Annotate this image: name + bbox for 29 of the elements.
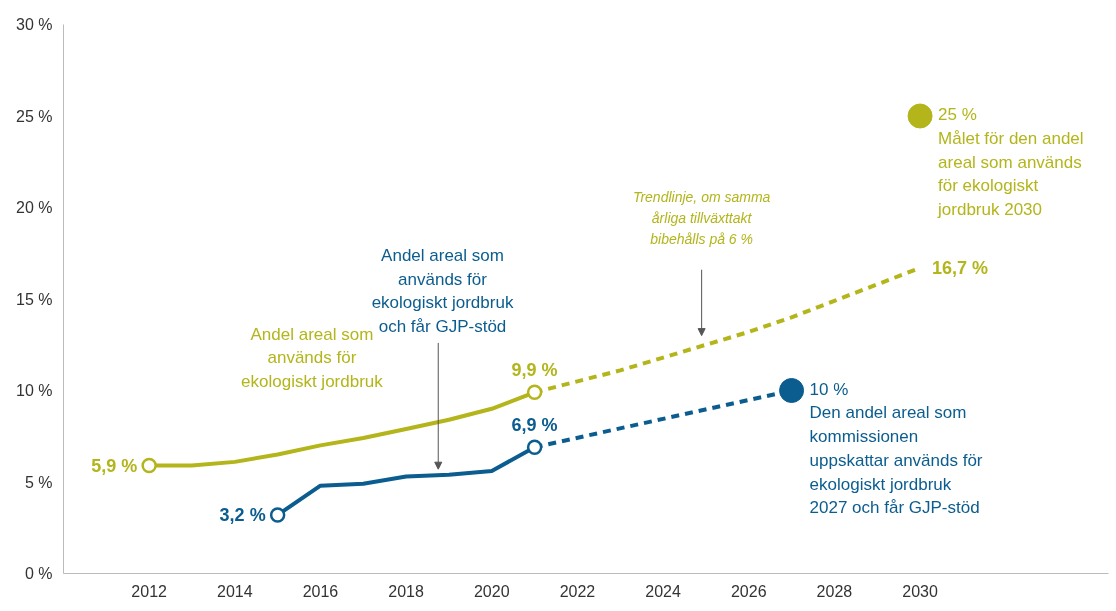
- point: [526, 384, 543, 401]
- y-tick-label: 30 %: [16, 16, 53, 33]
- annotation: 10 % Den andel areal som kommissionen uppskattar används för ekologiskt jordbruk 2027 och får GJP-stöd: [809, 379, 983, 518]
- annotation: 16,7 %: [932, 257, 989, 278]
- x-tick-label: 2028: [816, 582, 853, 600]
- x-tick-label: 2030: [902, 582, 938, 600]
- y-tick-label: 0 %: [24, 565, 53, 582]
- x-tick-label: 2012: [131, 582, 168, 600]
- annotation: 3,2 %: [219, 504, 266, 525]
- point: [141, 457, 157, 474]
- annotation: 6,9 %: [511, 415, 558, 436]
- y-tick-label: 20 %: [16, 199, 53, 216]
- x-tick-label: 2026: [730, 582, 767, 600]
- point: [526, 439, 543, 455]
- annotation: 5,9 %: [91, 455, 138, 476]
- annotation: 25 % Målet för den andel areal som används för ekologiskt jordbruk 2030: [937, 105, 1084, 219]
- point: [269, 507, 286, 523]
- x-tick-label: 2022: [559, 582, 596, 600]
- x-tick-label: 2020: [473, 582, 510, 600]
- y-tick-label: 15 %: [16, 290, 53, 308]
- annotation: 9,9 %: [511, 360, 558, 381]
- y-tick-label: 5 %: [24, 473, 53, 491]
- y-tick-label: 25 %: [16, 107, 53, 125]
- x-tick-label: 2024: [645, 582, 681, 600]
- x-tick-label: 2016: [302, 582, 339, 600]
- annotation: Trendlinje, om samma årliga tillväxttakt bibehålls på 6 %: [632, 189, 771, 247]
- y-tick-label: 10 %: [16, 382, 53, 399]
- x-tick-label: 2018: [388, 582, 425, 600]
- x-tick-label: 2014: [217, 582, 253, 600]
